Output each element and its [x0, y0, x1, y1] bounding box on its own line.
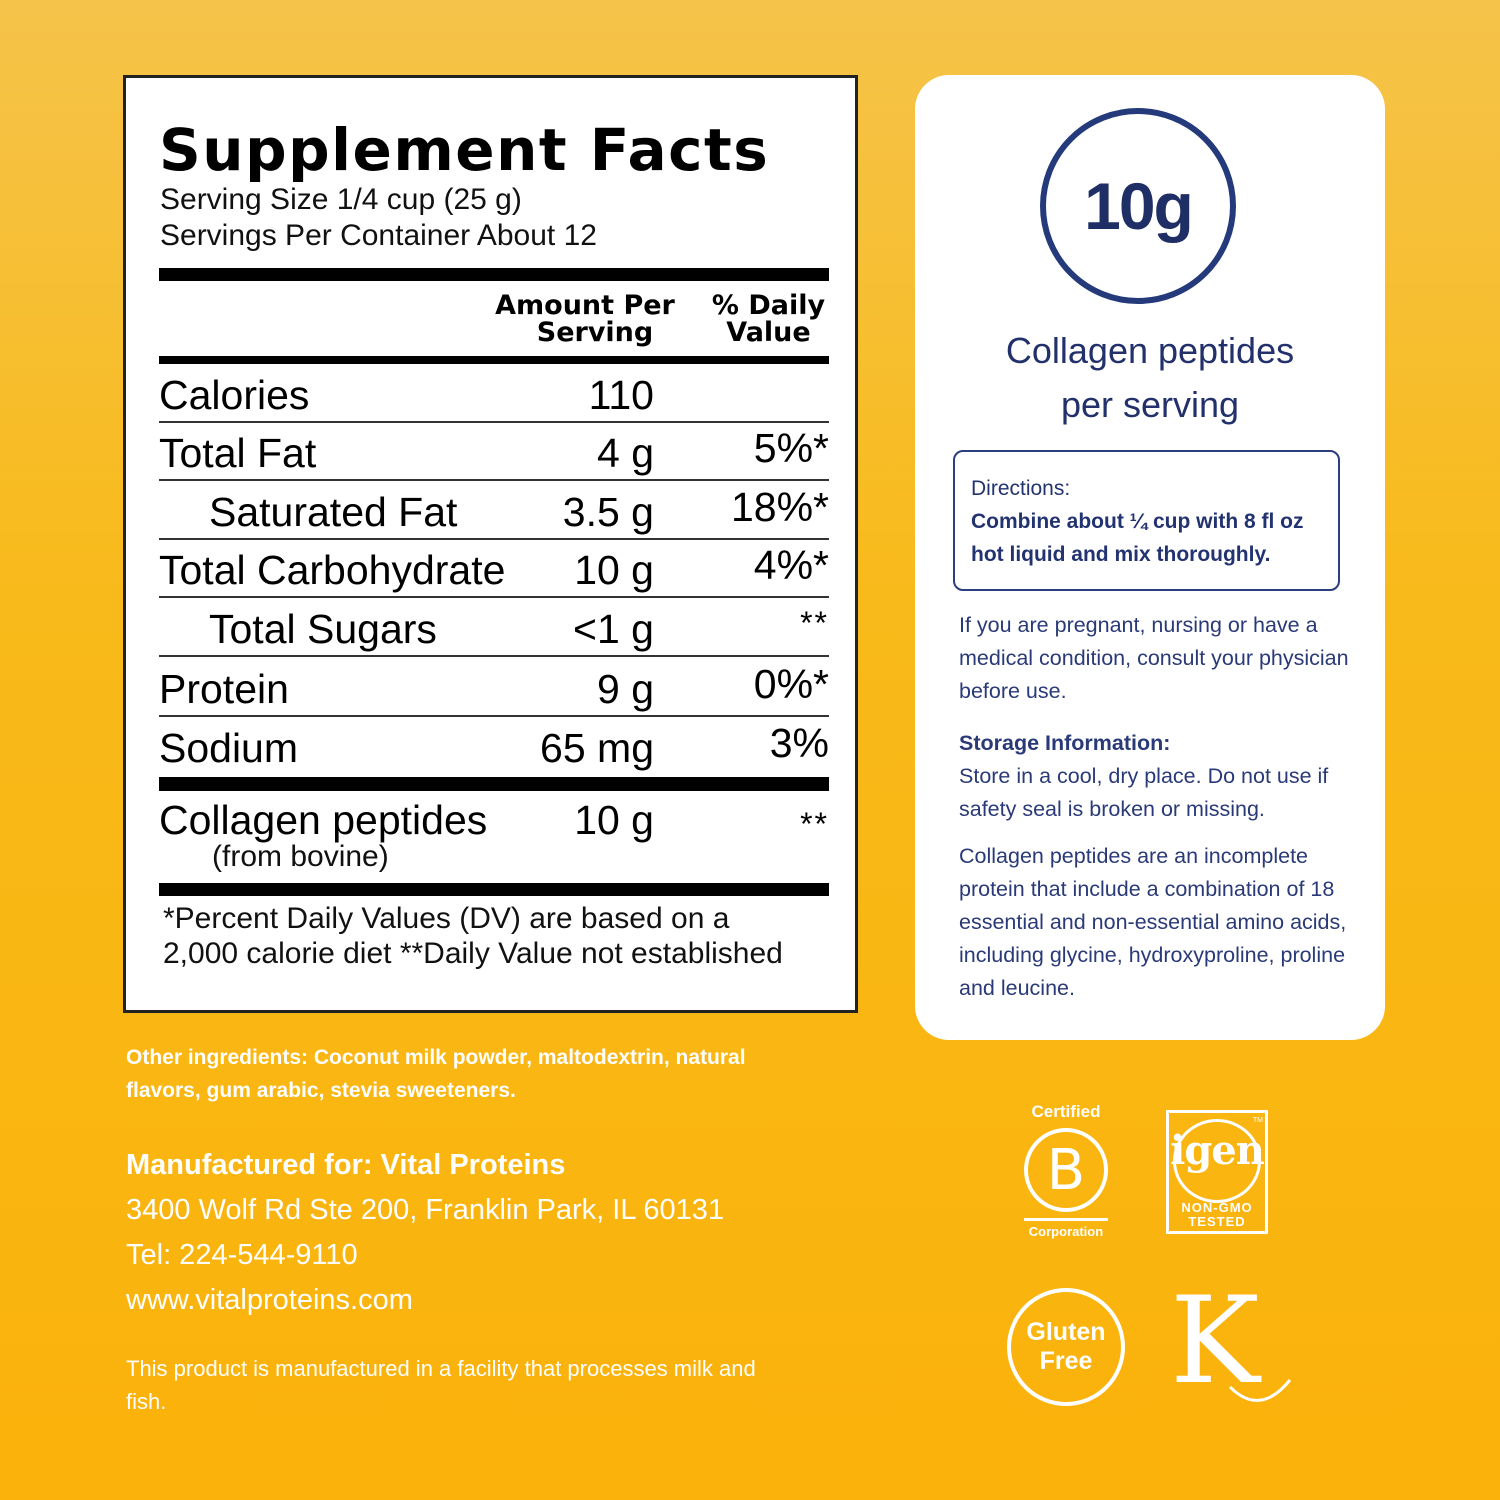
- igen-logo: igen: [1170, 1127, 1265, 1174]
- non-gmo-text: NON-GMO: [1181, 1200, 1253, 1215]
- collagen-amount: 10 g: [574, 797, 654, 843]
- row-divider: [159, 655, 829, 657]
- collagen-source: (from bovine): [212, 840, 389, 873]
- thick-divider: [159, 777, 829, 791]
- thick-divider: [159, 883, 829, 896]
- address: 3400 Wolf Rd Ste 200, Franklin Park, IL …: [126, 1194, 725, 1226]
- b-corp-letter: B: [1046, 1137, 1086, 1203]
- igen-tm: TM: [1252, 1117, 1263, 1124]
- allergen-note: This product is manufactured in a facili…: [126, 1356, 756, 1414]
- nutrient-name: Total Sugars: [209, 606, 437, 652]
- row-divider: [159, 479, 829, 481]
- collagen-row: Collagen peptides 10 g **: [159, 794, 829, 844]
- row-divider: [159, 596, 829, 598]
- facts-row: Calories 110: [159, 363, 829, 423]
- kosher-icon: K: [1170, 1272, 1300, 1412]
- b-corp-bottom-text: Corporation: [1028, 1224, 1104, 1239]
- free-text: Free: [1039, 1347, 1093, 1375]
- thick-divider: [159, 268, 829, 281]
- website-link[interactable]: www.vitalproteins.com: [126, 1284, 413, 1316]
- kosher-swash-icon: [1228, 1379, 1292, 1402]
- collagen-badge-value: 10g: [1084, 169, 1194, 243]
- facts-row: Total Fat 4 g 5%*: [159, 421, 829, 481]
- collagen-badge-ring: 10g: [1040, 108, 1236, 304]
- footnote-line-1: *Percent Daily Values (DV) are based on …: [163, 902, 730, 935]
- daily-value-header: % Daily Value: [711, 290, 826, 348]
- facts-row: Total Carbohydrate 10 g 4%*: [159, 538, 829, 598]
- directions-title: Directions:: [971, 477, 1071, 500]
- nutrient-amount: 3.5 g: [562, 489, 654, 535]
- nutrient-name: Saturated Fat: [209, 489, 458, 535]
- nutrient-dv: 4%*: [753, 542, 829, 588]
- telephone: Tel: 224-544-9110: [126, 1239, 358, 1271]
- nutrient-dv: 5%*: [753, 425, 829, 471]
- manufactured-for: Manufactured for: Vital Proteins: [126, 1149, 566, 1181]
- nutrient-amount: 110: [588, 372, 654, 418]
- non-gmo-icon: igen TM NON-GMO TESTED: [1166, 1110, 1268, 1234]
- kosher-logo: K: [1170, 1272, 1260, 1411]
- badge-caption-line-2: per serving: [1060, 384, 1240, 425]
- nutrient-name: Total Fat: [159, 430, 317, 476]
- supplement-facts-panel: Supplement Facts Serving Size 1/4 cup (2…: [123, 75, 858, 1013]
- facts-row: Protein 9 g 0%*: [159, 657, 829, 717]
- facts-title: Supplement Facts: [159, 116, 770, 184]
- header-divider: [159, 356, 829, 364]
- collagen-name: Collagen peptides: [159, 797, 488, 843]
- facts-row: Saturated Fat 3.5 g 18%*: [159, 480, 829, 540]
- nutrient-amount: 10 g: [574, 547, 654, 593]
- collagen-dv: **: [800, 806, 829, 842]
- nutrient-amount: 65 mg: [540, 725, 654, 771]
- storage-text: Store in a cool, dry place. Do not use i…: [959, 764, 1329, 821]
- b-corp-top-text: Certified: [1031, 1102, 1101, 1121]
- footnote-line-2: 2,000 calorie diet **Daily Value not est…: [163, 937, 783, 970]
- directions-box: Directions: Combine about ¼ cup with 8 f…: [953, 450, 1340, 591]
- other-ingredients: Other ingredients: Coconut milk powder, …: [126, 1046, 746, 1102]
- row-divider: [159, 421, 829, 423]
- gluten-text: Gluten: [1026, 1318, 1106, 1346]
- facts-row: Sodium 65 mg 3%: [159, 716, 829, 774]
- nutrient-dv: 18%*: [730, 484, 829, 530]
- tested-text: TESTED: [1188, 1214, 1246, 1229]
- badge-caption-line-1: Collagen peptides: [1005, 330, 1295, 371]
- nutrient-name: Protein: [159, 666, 289, 712]
- nutrient-name: Total Carbohydrate: [159, 547, 506, 593]
- row-divider: [159, 538, 829, 540]
- b-corp-icon: Certified B Corporation: [1018, 1102, 1114, 1242]
- nutrient-dv: **: [800, 605, 829, 641]
- directions-text: Combine about ¼ cup with 8 fl oz hot liq…: [971, 510, 1304, 566]
- servings-per-container: Servings Per Container About 12: [160, 219, 597, 252]
- nutrient-dv: 3%: [769, 720, 829, 766]
- row-divider: [159, 715, 829, 717]
- serving-size: Serving Size 1/4 cup (25 g): [160, 183, 522, 216]
- nutrient-name: Calories: [159, 372, 310, 418]
- info-card: 10g Collagen peptides per serving Direct…: [915, 75, 1385, 1040]
- nutrient-amount: 4 g: [597, 430, 654, 476]
- nutrient-dv: 0%*: [753, 661, 829, 707]
- nutrient-amount: 9 g: [597, 666, 654, 712]
- nutrient-name: Sodium: [159, 725, 299, 771]
- pregnancy-warning: If you are pregnant, nursing or have a m…: [959, 613, 1349, 703]
- storage-title: Storage Information:: [959, 731, 1171, 755]
- collagen-info: Collagen peptides are an incomplete prot…: [959, 844, 1347, 1000]
- amount-per-serving-header: Amount Per Serving: [495, 290, 675, 348]
- gluten-free-icon: Gluten Free: [1007, 1288, 1125, 1406]
- nutrient-amount: <1 g: [573, 606, 654, 652]
- facts-row: Total Sugars <1 g **: [159, 597, 829, 657]
